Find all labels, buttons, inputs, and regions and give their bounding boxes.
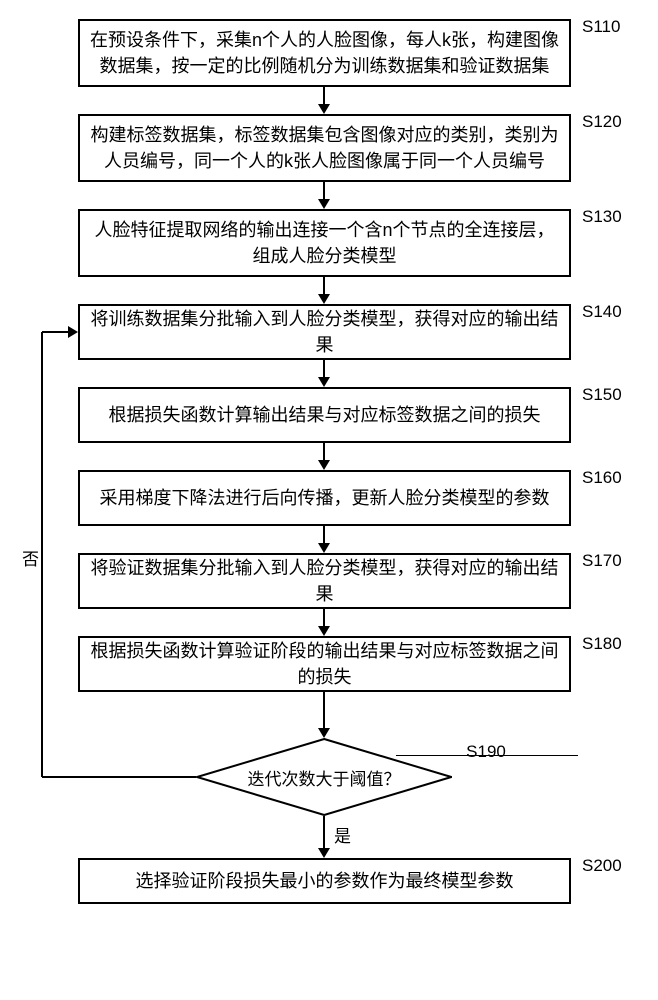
arrow-s180-s190-line	[323, 692, 325, 730]
step-text-s150: 根据损失函数计算输出结果与对应标签数据之间的损失	[109, 402, 541, 428]
decision-label-leader	[396, 755, 578, 756]
edge-label-yes: 是	[334, 822, 351, 847]
decision-label: S190	[466, 742, 506, 762]
step-box-s180: 根据损失函数计算验证阶段的输出结果与对应标签数据之间的损失	[78, 636, 571, 692]
step-box-s170: 将验证数据集分批输入到人脸分类模型，获得对应的输出结果	[78, 553, 571, 609]
arrow-s140-s150-head	[318, 377, 330, 387]
step-text-s180: 根据损失函数计算验证阶段的输出结果与对应标签数据之间的损失	[90, 638, 559, 690]
step-text-s170: 将验证数据集分批输入到人脸分类模型，获得对应的输出结果	[90, 555, 559, 607]
step-box-s140: 将训练数据集分批输入到人脸分类模型，获得对应的输出结果	[78, 304, 571, 360]
decision-text: 迭代次数大于阈值？	[196, 738, 452, 816]
feedback-h1	[42, 776, 196, 778]
arrow-s130-s140-head	[318, 294, 330, 304]
step-text-s140: 将训练数据集分批输入到人脸分类模型，获得对应的输出结果	[90, 306, 559, 358]
step-box-s120: 构建标签数据集，标签数据集包含图像对应的类别，类别为人员编号，同一个人的k张人脸…	[78, 114, 571, 182]
step-label-s160: S160	[582, 468, 622, 488]
step-label-s110: S110	[582, 17, 620, 37]
step-label-s140: S140	[582, 302, 622, 322]
step-box-s160: 采用梯度下降法进行后向传播，更新人脸分类模型的参数	[78, 470, 571, 526]
feedback-v	[41, 332, 43, 777]
arrow-s150-s160-head	[318, 460, 330, 470]
step-label-s150: S150	[582, 385, 622, 405]
step-label-s180: S180	[582, 634, 622, 654]
step-label-s120: S120	[582, 112, 622, 132]
arrow-s110-s120-head	[318, 104, 330, 114]
step-text-s110: 在预设条件下，采集n个人的人脸图像，每人k张，构建图像数据集，按一定的比例随机分…	[90, 27, 559, 79]
edge-label-no: 否	[22, 545, 39, 570]
step-text-s130: 人脸特征提取网络的输出连接一个含n个节点的全连接层，组成人脸分类模型	[90, 217, 559, 269]
feedback-h2	[42, 331, 70, 333]
arrow-s170-s180-head	[318, 626, 330, 636]
step-text-s120: 构建标签数据集，标签数据集包含图像对应的类别，类别为人员编号，同一个人的k张人脸…	[90, 122, 559, 174]
step-label-s130: S130	[582, 207, 622, 227]
arrow-s180-s190-head	[318, 728, 330, 738]
step-box-s110: 在预设条件下，采集n个人的人脸图像，每人k张，构建图像数据集，按一定的比例随机分…	[78, 19, 571, 87]
step-text-s160: 采用梯度下降法进行后向传播，更新人脸分类模型的参数	[100, 485, 550, 511]
step-box-s130: 人脸特征提取网络的输出连接一个含n个节点的全连接层，组成人脸分类模型	[78, 209, 571, 277]
step-box-s150: 根据损失函数计算输出结果与对应标签数据之间的损失	[78, 387, 571, 443]
feedback-arrow-head	[68, 326, 78, 338]
arrow-s160-s170-head	[318, 543, 330, 553]
step-label-s200: S200	[582, 856, 622, 876]
step-label-s170: S170	[582, 551, 622, 571]
step-box-s200: 选择验证阶段损失最小的参数作为最终模型参数	[78, 858, 571, 904]
step-text-s200: 选择验证阶段损失最小的参数作为最终模型参数	[136, 868, 514, 894]
arrow-s190-s200-head	[318, 848, 330, 858]
arrow-s120-s130-head	[318, 199, 330, 209]
arrow-s190-s200-line	[323, 816, 325, 850]
